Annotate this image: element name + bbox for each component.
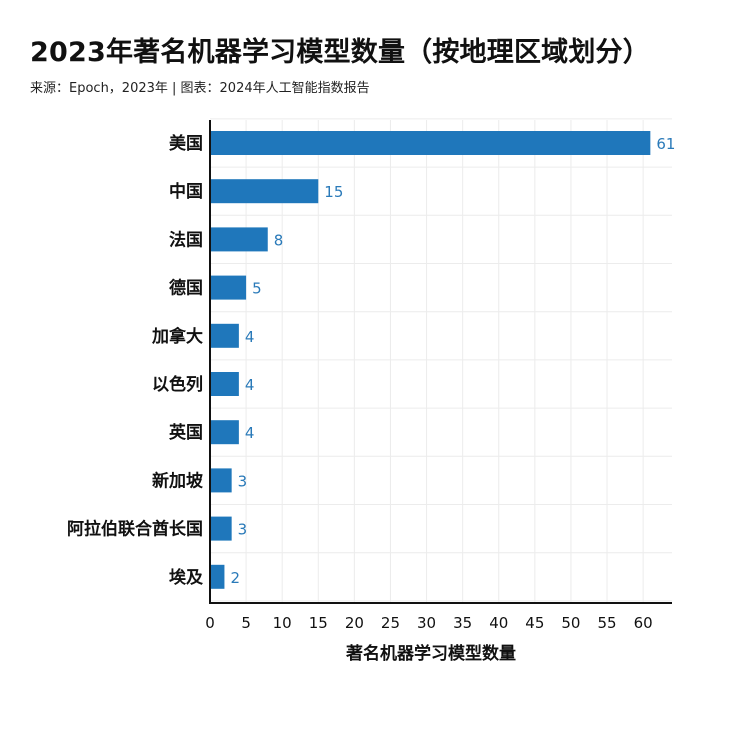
x-tick-label-12: 60	[634, 614, 653, 632]
x-tick-label-2: 10	[273, 614, 292, 632]
value-label-0: 61	[656, 135, 675, 153]
x-tick-labels: 0 5 10 15 20 25 30 35 40 45 50 55 60	[205, 614, 652, 632]
value-labels: 61 15 8 5 4 4 4 3 3 2	[230, 135, 675, 587]
x-tick-label-1: 5	[241, 614, 251, 632]
value-label-3: 5	[252, 280, 262, 298]
bar-3	[210, 275, 247, 300]
category-label-8: 阿拉伯联合酋长国	[67, 519, 203, 540]
x-tick-label-7: 35	[453, 614, 472, 632]
value-label-5: 4	[245, 376, 255, 394]
value-label-2: 8	[274, 231, 284, 249]
category-label-9: 埃及	[169, 567, 204, 588]
value-label-8: 3	[238, 521, 248, 539]
chart-subtitle: 来源：Epoch，2023年 | 图表：2024年人工智能指数报告	[30, 81, 370, 96]
category-label-7: 新加坡	[152, 470, 203, 491]
chart-title: 2023年著名机器学习模型数量（按地理区域划分）	[30, 37, 650, 68]
x-tick-label-4: 20	[345, 614, 364, 632]
value-label-1: 15	[324, 183, 343, 201]
x-tick-label-11: 55	[597, 614, 616, 632]
bar-2	[210, 227, 268, 252]
bar-4	[210, 323, 239, 348]
x-tick-label-9: 45	[525, 614, 544, 632]
category-label-2: 法国	[169, 229, 203, 250]
bar-8	[210, 516, 232, 541]
category-label-3: 德国	[169, 278, 203, 299]
bar-1	[210, 179, 319, 204]
x-tick-label-0: 0	[205, 614, 215, 632]
value-label-9: 2	[230, 569, 240, 587]
category-label-1: 中国	[169, 181, 203, 202]
bar-0	[210, 131, 651, 155]
value-label-6: 4	[245, 424, 255, 442]
x-tick-label-6: 30	[417, 614, 436, 632]
category-label-6: 英国	[169, 422, 203, 443]
category-label-0: 美国	[169, 133, 203, 154]
bar-5	[210, 372, 239, 396]
bar-6	[210, 420, 239, 445]
x-tick-label-5: 25	[381, 614, 400, 632]
bar-7	[210, 468, 232, 493]
x-tick-label-8: 40	[489, 614, 508, 632]
category-label-5: 以色列	[152, 374, 203, 395]
gridlines	[210, 118, 672, 603]
category-label-4: 加拿大	[151, 326, 203, 347]
x-tick-label-3: 15	[309, 614, 328, 632]
x-tick-label-10: 50	[561, 614, 580, 632]
value-label-4: 4	[245, 328, 255, 346]
bars	[210, 131, 651, 589]
value-label-7: 3	[238, 472, 248, 490]
x-axis-label: 著名机器学习模型数量	[346, 643, 516, 664]
bar-9	[210, 564, 225, 589]
